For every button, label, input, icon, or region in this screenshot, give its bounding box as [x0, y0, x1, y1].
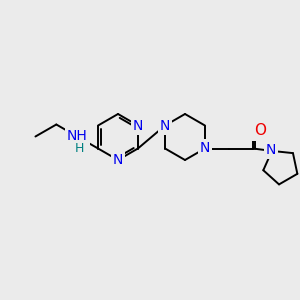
Text: N: N: [160, 118, 170, 133]
Text: N: N: [266, 143, 276, 157]
Text: H: H: [74, 142, 84, 155]
Text: NH: NH: [67, 130, 88, 143]
Text: N: N: [200, 142, 210, 155]
Text: N: N: [113, 153, 123, 167]
Text: O: O: [254, 123, 266, 138]
Text: N: N: [133, 118, 143, 133]
